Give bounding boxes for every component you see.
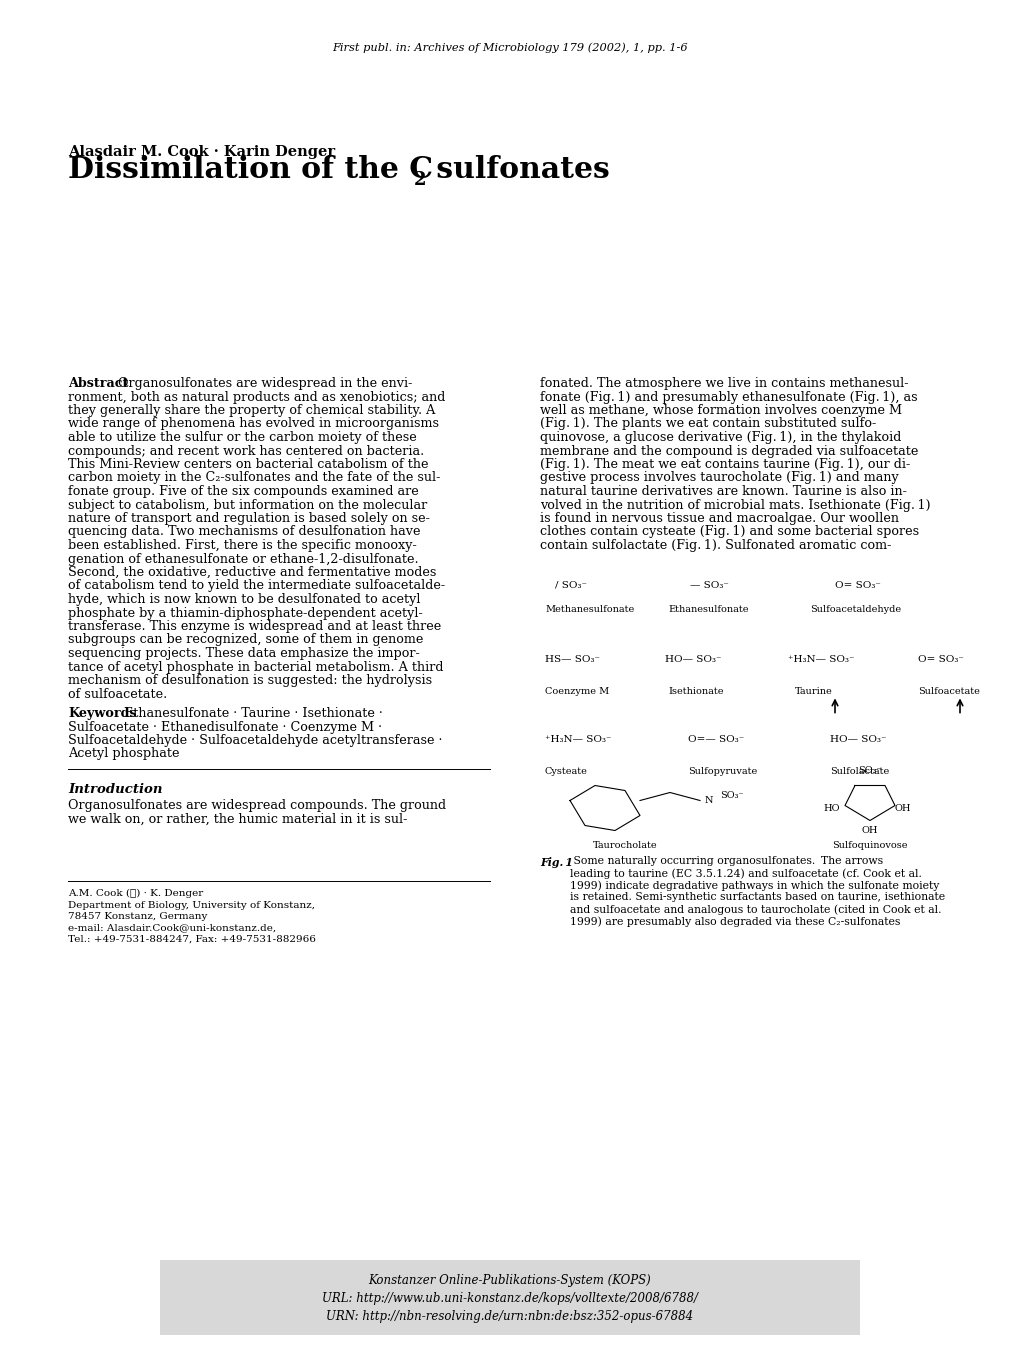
Text: Sulfoacetate: Sulfoacetate: [917, 687, 979, 697]
Text: Coenzyme M: Coenzyme M: [544, 687, 608, 697]
Text: 1999) are presumably also degraded via these C₂-sulfonates: 1999) are presumably also degraded via t…: [570, 916, 900, 927]
Text: Keywords: Keywords: [68, 707, 137, 720]
Text: Some naturally occurring organosulfonates.  The arrows: Some naturally occurring organosulfonate…: [570, 857, 882, 866]
Text: Fig. 1: Fig. 1: [539, 857, 573, 868]
Text: fonate group. Five of the six compounds examined are: fonate group. Five of the six compounds …: [68, 486, 419, 498]
Text: contain sulfolactate (Fig. 1). Sulfonated aromatic com-: contain sulfolactate (Fig. 1). Sulfonate…: [539, 539, 891, 551]
Text: hyde, which is now known to be desulfonated to acetyl: hyde, which is now known to be desulfona…: [68, 593, 420, 607]
Text: Sulfoquinovose: Sulfoquinovose: [832, 841, 907, 850]
Text: HO— SO₃⁻: HO— SO₃⁻: [664, 655, 720, 664]
Text: we walk on, or rather, the humic material in it is sul-: we walk on, or rather, the humic materia…: [68, 812, 407, 826]
Text: sequencing projects. These data emphasize the impor-: sequencing projects. These data emphasiz…: [68, 647, 420, 660]
Text: fonate (Fig. 1) and presumably ethanesulfonate (Fig. 1), as: fonate (Fig. 1) and presumably ethanesul…: [539, 390, 917, 403]
Text: transferase. This enzyme is widespread and at least three: transferase. This enzyme is widespread a…: [68, 620, 441, 633]
Text: Taurine: Taurine: [794, 687, 832, 697]
Text: 78457 Konstanz, Germany: 78457 Konstanz, Germany: [68, 912, 207, 921]
Text: is found in nervous tissue and macroalgae. Our woollen: is found in nervous tissue and macroalga…: [539, 512, 898, 525]
Text: Taurocholate: Taurocholate: [592, 841, 656, 850]
Text: e-mail: Alasdair.Cook@uni-konstanz.de,: e-mail: Alasdair.Cook@uni-konstanz.de,: [68, 924, 276, 932]
Text: Tel.: +49-7531-884247, Fax: +49-7531-882966: Tel.: +49-7531-884247, Fax: +49-7531-882…: [68, 935, 316, 944]
Text: N: N: [704, 796, 713, 806]
Text: genation of ethanesulfonate or ethane-1,2-disulfonate.: genation of ethanesulfonate or ethane-1,…: [68, 553, 418, 565]
FancyBboxPatch shape: [160, 1260, 859, 1336]
Text: tance of acetyl phosphate in bacterial metabolism. A third: tance of acetyl phosphate in bacterial m…: [68, 660, 443, 674]
Text: (Fig. 1). The plants we eat contain substituted sulfo-: (Fig. 1). The plants we eat contain subs…: [539, 417, 875, 430]
Text: gestive process involves taurocholate (Fig. 1) and many: gestive process involves taurocholate (F…: [539, 472, 898, 484]
Text: SO₃⁻: SO₃⁻: [719, 791, 743, 800]
Text: Introduction: Introduction: [68, 783, 162, 796]
Text: sulfonates: sulfonates: [426, 155, 609, 184]
Text: Sulfoacetaldehyde · Sulfoacetaldehyde acetyltransferase ·: Sulfoacetaldehyde · Sulfoacetaldehyde ac…: [68, 734, 442, 746]
Text: (Fig. 1). The meat we eat contains taurine (Fig. 1), our di-: (Fig. 1). The meat we eat contains tauri…: [539, 459, 909, 471]
Text: Sulfopyruvate: Sulfopyruvate: [688, 768, 756, 776]
Text: OH: OH: [894, 804, 911, 812]
Text: — SO₃⁻: — SO₃⁻: [689, 581, 729, 589]
Text: URN: http://nbn-resolving.de/urn:nbn:de:bsz:352-opus-67884: URN: http://nbn-resolving.de/urn:nbn:de:…: [326, 1310, 693, 1323]
Text: and sulfoacetate and analogous to taurocholate (cited in Cook et al.: and sulfoacetate and analogous to tauroc…: [570, 904, 941, 915]
Text: O= SO₃⁻: O= SO₃⁻: [835, 581, 880, 589]
Text: Acetyl phosphate: Acetyl phosphate: [68, 748, 179, 760]
Text: 1999) indicate degradative pathways in which the sulfonate moiety: 1999) indicate degradative pathways in w…: [570, 881, 938, 892]
Text: quinovose, a glucose derivative (Fig. 1), in the thylakoid: quinovose, a glucose derivative (Fig. 1)…: [539, 430, 901, 444]
Text: O=— SO₃⁻: O=— SO₃⁻: [688, 736, 744, 745]
Text: Konstanzer Online-Publikations-System (KOPS): Konstanzer Online-Publikations-System (K…: [368, 1274, 651, 1287]
Text: well as methane, whose formation involves coenzyme M: well as methane, whose formation involve…: [539, 404, 901, 417]
Text: Second, the oxidative, reductive and fermentative modes: Second, the oxidative, reductive and fer…: [68, 566, 436, 578]
Text: mechanism of desulfonation is suggested: the hydrolysis: mechanism of desulfonation is suggested:…: [68, 674, 432, 687]
Text: able to utilize the sulfur or the carbon moiety of these: able to utilize the sulfur or the carbon…: [68, 430, 417, 444]
Text: natural taurine derivatives are known. Taurine is also in-: natural taurine derivatives are known. T…: [539, 486, 906, 498]
Text: Ethanesulfonate · Taurine · Isethionate ·: Ethanesulfonate · Taurine · Isethionate …: [124, 707, 382, 720]
Text: is retained. Semi-synthetic surfactants based on taurine, isethionate: is retained. Semi-synthetic surfactants …: [570, 893, 945, 902]
Text: subject to catabolism, but information on the molecular: subject to catabolism, but information o…: [68, 499, 427, 511]
Text: leading to taurine (EC 3.5.1.24) and sulfoacetate (cf. Cook et al.: leading to taurine (EC 3.5.1.24) and sul…: [570, 869, 921, 880]
Text: O= SO₃⁻: O= SO₃⁻: [917, 655, 963, 664]
Text: HO: HO: [822, 804, 840, 812]
Text: First publ. in: Archives of Microbiology 179 (2002), 1, pp. 1-6: First publ. in: Archives of Microbiology…: [332, 43, 687, 54]
Text: quencing data. Two mechanisms of desulfonation have: quencing data. Two mechanisms of desulfo…: [68, 526, 420, 538]
Text: / SO₃⁻: / SO₃⁻: [554, 581, 586, 589]
Text: Department of Biology, University of Konstanz,: Department of Biology, University of Kon…: [68, 901, 315, 909]
Text: ⁺H₃N— SO₃⁻: ⁺H₃N— SO₃⁻: [544, 736, 611, 745]
Text: volved in the nutrition of microbial mats. Isethionate (Fig. 1): volved in the nutrition of microbial mat…: [539, 499, 929, 511]
Text: of sulfoacetate.: of sulfoacetate.: [68, 687, 167, 701]
Text: ⁺H₃N— SO₃⁻: ⁺H₃N— SO₃⁻: [788, 655, 854, 664]
Text: Ethanesulfonate: Ethanesulfonate: [667, 605, 748, 615]
Text: Abstract: Abstract: [68, 377, 128, 390]
Text: Sulfoacetate · Ethanedisulfonate · Coenzyme M ·: Sulfoacetate · Ethanedisulfonate · Coenz…: [68, 721, 382, 733]
Text: HO— SO₃⁻: HO— SO₃⁻: [829, 736, 886, 745]
Text: Organosulfonates are widespread in the envi-: Organosulfonates are widespread in the e…: [118, 377, 412, 390]
Text: OH: OH: [861, 826, 877, 835]
Text: subgroups can be recognized, some of them in genome: subgroups can be recognized, some of the…: [68, 633, 423, 647]
Text: been established. First, there is the specific monooxy-: been established. First, there is the sp…: [68, 539, 417, 551]
Text: Alasdair M. Cook · Karin Denger: Alasdair M. Cook · Karin Denger: [68, 145, 335, 159]
Text: carbon moiety in the C₂-sulfonates and the fate of the sul-: carbon moiety in the C₂-sulfonates and t…: [68, 472, 440, 484]
Text: of catabolism tend to yield the intermediate sulfoacetalde-: of catabolism tend to yield the intermed…: [68, 580, 444, 593]
Text: ronment, both as natural products and as xenobiotics; and: ronment, both as natural products and as…: [68, 390, 445, 403]
Text: they generally share the property of chemical stability. A: they generally share the property of che…: [68, 404, 435, 417]
Text: SO₃⁻: SO₃⁻: [857, 767, 881, 775]
Text: clothes contain cysteate (Fig. 1) and some bacterial spores: clothes contain cysteate (Fig. 1) and so…: [539, 526, 918, 538]
Text: Sulfoacetaldehyde: Sulfoacetaldehyde: [809, 605, 900, 615]
Text: nature of transport and regulation is based solely on se-: nature of transport and regulation is ba…: [68, 512, 429, 525]
Text: Isethionate: Isethionate: [667, 687, 722, 697]
Text: Cysteate: Cysteate: [544, 768, 587, 776]
Text: This Mini-Review centers on bacterial catabolism of the: This Mini-Review centers on bacterial ca…: [68, 459, 428, 471]
Text: Methanesulfonate: Methanesulfonate: [544, 605, 634, 615]
Text: fonated. The atmosphere we live in contains methanesul-: fonated. The atmosphere we live in conta…: [539, 377, 908, 390]
Text: Sulfolactate: Sulfolactate: [829, 768, 889, 776]
Text: HS— SO₃⁻: HS— SO₃⁻: [544, 655, 599, 664]
Text: URL: http://www.ub.uni-konstanz.de/kops/volltexte/2008/6788/: URL: http://www.ub.uni-konstanz.de/kops/…: [322, 1293, 697, 1305]
Text: membrane and the compound is degraded via sulfoacetate: membrane and the compound is degraded vi…: [539, 444, 917, 457]
Text: Dissimilation of the C: Dissimilation of the C: [68, 155, 433, 184]
Text: wide range of phenomena has evolved in microorganisms: wide range of phenomena has evolved in m…: [68, 417, 438, 430]
Text: A.M. Cook (✉) · K. Denger: A.M. Cook (✉) · K. Denger: [68, 889, 203, 898]
Text: compounds; and recent work has centered on bacteria.: compounds; and recent work has centered …: [68, 444, 424, 457]
Text: phosphate by a thiamin-diphosphate-dependent acetyl-: phosphate by a thiamin-diphosphate-depen…: [68, 607, 422, 620]
Text: Organosulfonates are widespread compounds. The ground: Organosulfonates are widespread compound…: [68, 799, 445, 812]
Text: 2: 2: [414, 171, 426, 190]
